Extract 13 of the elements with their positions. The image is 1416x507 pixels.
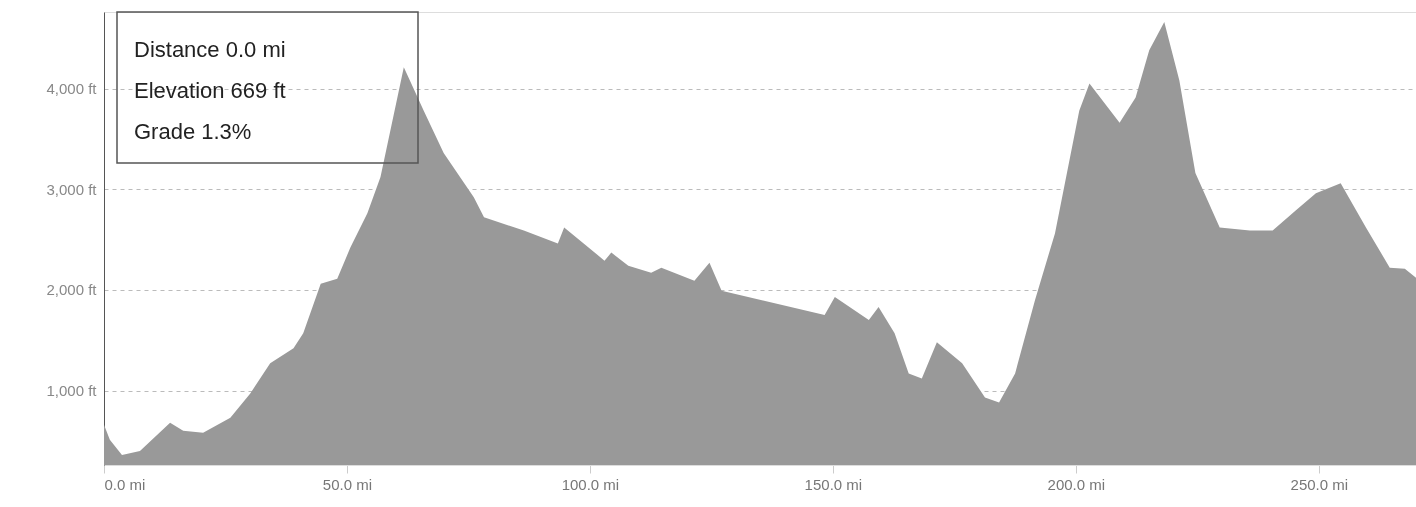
x-tick-label: 100.0 mi [561,475,620,493]
y-tick-label: 4,000 ft [46,80,98,98]
y-tick-label: 3,000 ft [46,180,98,198]
x-tick-label: 250.0 mi [1290,475,1349,493]
annotation: Elevation 669 ft [134,78,286,103]
annotation: Grade 1.3% [134,119,252,144]
y-tick-label: 2,000 ft [46,281,98,299]
y-tick-label: 1,000 ft [46,382,98,400]
x-tick-label: 50.0 mi [322,475,373,493]
x-tick-label: 150.0 mi [804,475,863,493]
annotation: Distance 0.0 mi [134,37,286,62]
x-tick-label: 200.0 mi [1047,475,1106,493]
x-tick-label: 0.0 mi [104,475,146,493]
